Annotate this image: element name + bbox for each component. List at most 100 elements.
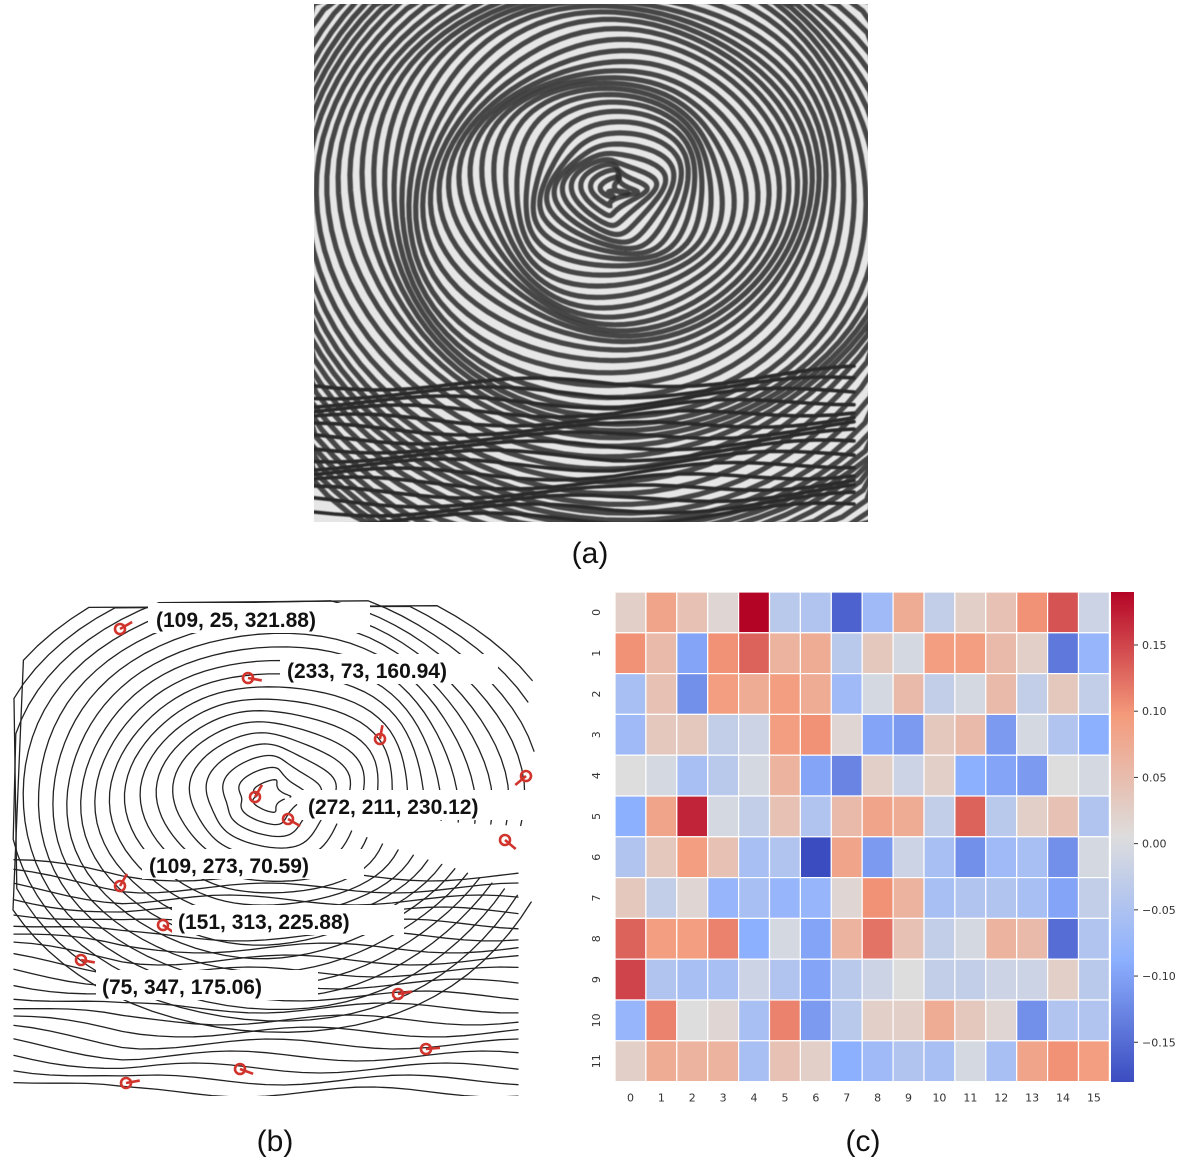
minutia-marker <box>373 724 387 746</box>
heatmap-cell <box>707 917 740 960</box>
minutia-marker <box>281 812 301 828</box>
heatmap-cell <box>645 672 678 715</box>
heatmap-cell <box>1077 672 1110 715</box>
heatmap-cell <box>954 917 987 960</box>
heatmap-cell <box>1047 1040 1080 1083</box>
heatmap-cell <box>985 917 1018 960</box>
y-tick-label: 9 <box>590 976 603 983</box>
heatmap-cell <box>923 999 956 1042</box>
x-tick-label: 6 <box>812 1092 819 1105</box>
y-tick-label: 1 <box>590 650 603 657</box>
heatmap-cell <box>830 999 863 1042</box>
heatmap-cell <box>892 672 925 715</box>
heatmap-cell <box>923 1040 956 1083</box>
heatmap-cell <box>1016 1040 1049 1083</box>
x-tick-label: 10 <box>932 1092 946 1105</box>
heatmap-cell <box>1047 958 1080 1001</box>
heatmap-cell <box>707 1040 740 1083</box>
minutiae-graphic: (109, 25, 321.88) (233, 73, 160.94) (272… <box>12 600 535 1098</box>
heatmap-cell <box>645 958 678 1001</box>
x-tick-label: 15 <box>1087 1092 1101 1105</box>
heatmap-cell <box>954 877 987 920</box>
colorbar <box>1111 592 1134 1082</box>
colorbar-tick-label: 0.10 <box>1142 705 1167 718</box>
heatmap-cell <box>861 836 894 879</box>
heatmap-cell <box>707 958 740 1001</box>
heatmap-cell <box>645 836 678 879</box>
heatmap-cell <box>1047 713 1080 756</box>
colorbar-tick-label: 0.15 <box>1142 639 1167 652</box>
heatmap-cell <box>1077 754 1110 797</box>
heatmap-cell <box>954 1040 987 1083</box>
heatmap-cell <box>768 877 801 920</box>
minutia-label: (109, 273, 70.59) <box>149 855 309 878</box>
caption-b: (b) <box>256 1125 294 1158</box>
heatmap-cell <box>1016 917 1049 960</box>
x-tick-label: 2 <box>689 1092 696 1105</box>
heatmap-cell <box>923 713 956 756</box>
colorbar-tick-label: −0.15 <box>1142 1036 1176 1049</box>
heatmap-cell <box>1077 999 1110 1042</box>
y-tick-label: 2 <box>590 691 603 698</box>
x-tick-label: 1 <box>658 1092 665 1105</box>
heatmap-cell <box>985 1040 1018 1083</box>
y-tick-label: 0 <box>590 609 603 616</box>
heatmap-cell <box>861 795 894 838</box>
heatmap-cell <box>645 754 678 797</box>
x-tick-label: 0 <box>627 1092 634 1105</box>
minutia-label: (75, 347, 175.06) <box>102 976 262 999</box>
heatmap-cell <box>707 754 740 797</box>
heatmap-cell <box>799 1040 832 1083</box>
heatmap-cell <box>830 877 863 920</box>
x-tick-label: 4 <box>751 1092 758 1105</box>
heatmap-cell <box>830 754 863 797</box>
heatmap-cell <box>738 958 771 1001</box>
heatmap-cell <box>614 713 647 756</box>
heatmap-cell <box>892 917 925 960</box>
heatmap-cell <box>985 632 1018 675</box>
heatmap-cell <box>830 713 863 756</box>
heatmap-cell <box>892 1040 925 1083</box>
colorbar-tick-label: 0.00 <box>1142 838 1167 851</box>
heatmap-cell <box>923 632 956 675</box>
heatmap-cell <box>923 836 956 879</box>
heatmap-cell <box>738 877 771 920</box>
x-tick-label: 8 <box>874 1092 881 1105</box>
heatmap-cell <box>830 958 863 1001</box>
heatmap-cell <box>985 713 1018 756</box>
heatmap-cell <box>892 877 925 920</box>
y-tick-label: 4 <box>590 772 603 779</box>
minutia-marker <box>241 671 263 685</box>
minutia-marker <box>233 1062 254 1076</box>
heatmap-cell <box>923 917 956 960</box>
heatmap-cell <box>892 958 925 1001</box>
heatmap-cell <box>830 836 863 879</box>
minutia-label: (109, 25, 321.88) <box>156 609 316 632</box>
y-tick-label: 7 <box>590 895 603 902</box>
heatmap-cell <box>954 999 987 1042</box>
heatmap-cell <box>1047 917 1080 960</box>
heatmap-cell <box>861 632 894 675</box>
x-tick-label: 7 <box>843 1092 850 1105</box>
heatmap-cell <box>1016 713 1049 756</box>
heatmap-cell <box>738 917 771 960</box>
x-tick-label: 5 <box>781 1092 788 1105</box>
heatmap-cell <box>954 958 987 1001</box>
y-tick-label: 8 <box>590 935 603 942</box>
heatmap-cell <box>768 591 801 634</box>
heatmap-cell <box>614 958 647 1001</box>
heatmap-cell <box>1047 877 1080 920</box>
heatmap-cell <box>645 713 678 756</box>
heatmap-cell <box>768 795 801 838</box>
heatmap-cell <box>676 591 709 634</box>
heatmap-cell <box>861 754 894 797</box>
heatmap-cell <box>799 713 832 756</box>
heatmap-cell <box>676 917 709 960</box>
heatmap-cell <box>768 672 801 715</box>
heatmap-cell <box>861 672 894 715</box>
minutia-marker <box>119 1076 141 1090</box>
heatmap-cell <box>768 958 801 1001</box>
heatmap-cell <box>1077 713 1110 756</box>
heatmap-cell <box>1047 836 1080 879</box>
